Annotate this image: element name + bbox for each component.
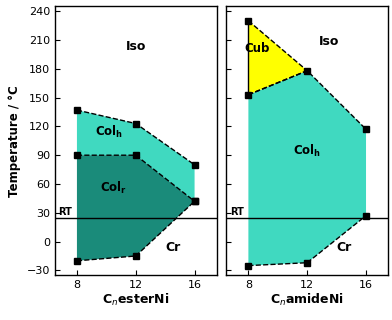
Polygon shape (249, 71, 366, 266)
Text: Cr: Cr (336, 241, 352, 254)
Text: Col$_\mathbf{h}$: Col$_\mathbf{h}$ (293, 143, 321, 159)
Polygon shape (77, 110, 194, 201)
Text: RT: RT (58, 207, 73, 217)
Y-axis label: Temperature / °C: Temperature / °C (8, 85, 21, 197)
Text: RT: RT (230, 207, 244, 217)
Polygon shape (77, 155, 194, 261)
Text: Col$_\mathbf{h}$: Col$_\mathbf{h}$ (95, 124, 123, 140)
Text: Iso: Iso (125, 40, 146, 52)
X-axis label: $\mathbf{C_{\it{n}}}$$\mathbf{esterNi}$: $\mathbf{C_{\it{n}}}$$\mathbf{esterNi}$ (102, 292, 169, 308)
Text: Cr: Cr (165, 241, 180, 254)
Text: Iso: Iso (319, 35, 339, 48)
Polygon shape (249, 21, 307, 95)
Text: Col$_\mathbf{r}$: Col$_\mathbf{r}$ (100, 180, 127, 196)
X-axis label: $\mathbf{C_{\it{n}}}$$\mathbf{amideNi}$: $\mathbf{C_{\it{n}}}$$\mathbf{amideNi}$ (270, 292, 344, 308)
Text: Cub: Cub (245, 43, 270, 55)
